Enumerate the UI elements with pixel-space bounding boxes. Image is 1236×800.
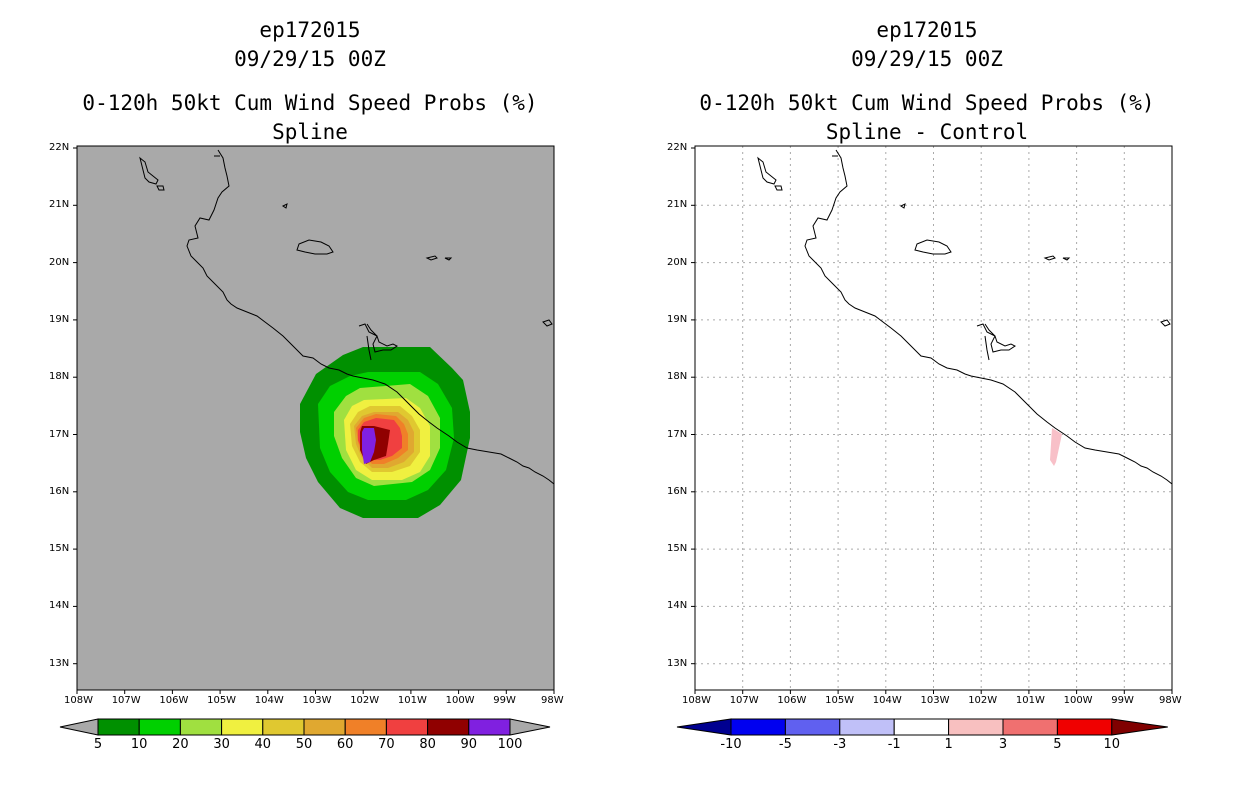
left-colorbar-label: 80 — [419, 737, 436, 752]
left-lat-label: 17N — [49, 428, 70, 440]
left-lon-label: 99W — [493, 695, 516, 706]
right-colorbar — [676, 718, 1168, 736]
colorbar-left-triangle — [59, 718, 99, 736]
colorbar-box — [427, 718, 470, 736]
right-lat-label: 17N — [667, 428, 688, 440]
left-colorbar — [59, 718, 551, 736]
left-colorbar-label: 100 — [497, 737, 523, 752]
right-lat-label: 14N — [667, 600, 688, 612]
left-colorbar-label: 60 — [336, 737, 354, 752]
left-colorbar-label: 90 — [460, 737, 478, 752]
right-colorbar-label: 3 — [998, 737, 1008, 752]
left-colorbar-label: 10 — [130, 737, 148, 752]
right-title-storm-id: ep172015 — [876, 18, 978, 42]
contour-90 — [362, 428, 376, 464]
right-lat-label: 20N — [667, 256, 688, 268]
left-lon-label: 98W — [541, 695, 564, 706]
left-lon-label: 102W — [350, 695, 380, 706]
left-title-product: 0-120h 50kt Cum Wind Speed Probs (%) — [82, 91, 538, 115]
right-colorbar-label: 10 — [1103, 737, 1121, 752]
right-title-datetime: 09/29/15 00Z — [851, 47, 1003, 71]
colorbar-box — [385, 718, 429, 736]
right-lon-label: 99W — [1111, 695, 1134, 706]
colorbar-box — [468, 718, 511, 736]
left-lon-label: 105W — [207, 695, 237, 706]
left-lat-label: 20N — [49, 256, 70, 268]
right-title-product: 0-120h 50kt Cum Wind Speed Probs (%) — [699, 91, 1155, 115]
colorbar-box — [221, 718, 264, 736]
left-lon-label: 103W — [302, 695, 332, 706]
right-colorbar-label: 5 — [1053, 737, 1062, 752]
right-lat-label: 13N — [667, 657, 688, 669]
right-lat-label: 21N — [667, 199, 688, 211]
right-lon-label: 102W — [968, 695, 998, 706]
left-lon-label: 100W — [445, 695, 475, 706]
left-colorbar-label: 40 — [254, 737, 272, 752]
right-lon-label: 106W — [777, 695, 807, 706]
colorbar-box — [303, 718, 346, 736]
right-lon-label: 105W — [825, 695, 855, 706]
colorbar-box — [97, 718, 140, 736]
colorbar-box — [784, 718, 841, 736]
right-map-panel — [691, 145, 1173, 694]
diff-region — [1050, 428, 1062, 466]
right-lat-label: 18N — [667, 371, 688, 383]
colorbar-right-triangle — [509, 718, 551, 736]
left-lon-label: 101W — [397, 695, 427, 706]
colorbar-box — [893, 718, 950, 736]
right-lon-label: 107W — [729, 695, 759, 706]
colorbar-right-triangle — [1111, 718, 1168, 736]
left-colorbar-label: 70 — [378, 737, 395, 752]
left-lon-label: 107W — [111, 695, 141, 706]
left-colorbar-label: 50 — [295, 737, 313, 752]
right-colorbar-label: -5 — [778, 737, 792, 752]
left-lat-label: 15N — [49, 543, 70, 555]
right-colorbar-label: -10 — [720, 737, 742, 752]
left-title-method: Spline — [272, 120, 348, 144]
left-lat-label: 13N — [49, 657, 70, 669]
left-title-datetime: 09/29/15 00Z — [234, 47, 386, 71]
colorbar-box — [1002, 718, 1058, 736]
right-title-method: Spline - Control — [825, 120, 1029, 144]
right-lat-label: 16N — [667, 485, 688, 497]
right-lat-label: 22N — [667, 142, 688, 153]
right-colorbar-label: 1 — [944, 737, 953, 752]
right-lon-label: 101W — [1015, 695, 1045, 706]
left-lat-label: 21N — [49, 199, 70, 211]
colorbar-box — [262, 718, 305, 736]
right-colorbar-label: -3 — [833, 737, 847, 752]
left-lon-label: 106W — [159, 695, 189, 706]
colorbar-box — [730, 718, 786, 736]
left-colorbar-label: 5 — [93, 737, 103, 752]
right-lon-label: 103W — [920, 695, 950, 706]
colorbar-box — [179, 718, 223, 736]
left-lat-label: 16N — [49, 485, 70, 497]
right-lon-label: 104W — [872, 695, 902, 706]
left-colorbar-label: 20 — [172, 737, 189, 752]
colorbar-left-triangle — [676, 718, 732, 736]
colorbar-box — [344, 718, 387, 736]
right-map-gridlines — [695, 146, 1172, 690]
probability-contours — [300, 347, 470, 518]
right-lon-label: 100W — [1063, 695, 1093, 706]
right-lon-label: 108W — [682, 695, 711, 706]
colorbar-box — [839, 718, 895, 736]
left-colorbar-label: 30 — [213, 737, 230, 752]
left-lat-label: 14N — [49, 600, 70, 612]
right-lon-label: 98W — [1159, 695, 1182, 706]
left-lon-label: 104W — [254, 695, 284, 706]
colorbar-box — [1056, 718, 1113, 736]
right-lat-label: 19N — [667, 313, 688, 325]
left-lat-label: 18N — [49, 371, 70, 383]
colorbar-box — [138, 718, 181, 736]
right-colorbar-label: -1 — [887, 737, 901, 752]
left-lon-label: 108W — [64, 695, 93, 706]
colorbar-box — [948, 718, 1004, 736]
left-lat-label: 22N — [49, 142, 70, 153]
left-lat-label: 19N — [49, 313, 70, 325]
left-title-storm-id: ep172015 — [259, 18, 361, 42]
right-lat-label: 15N — [667, 543, 688, 555]
left-map-panel — [73, 145, 555, 694]
